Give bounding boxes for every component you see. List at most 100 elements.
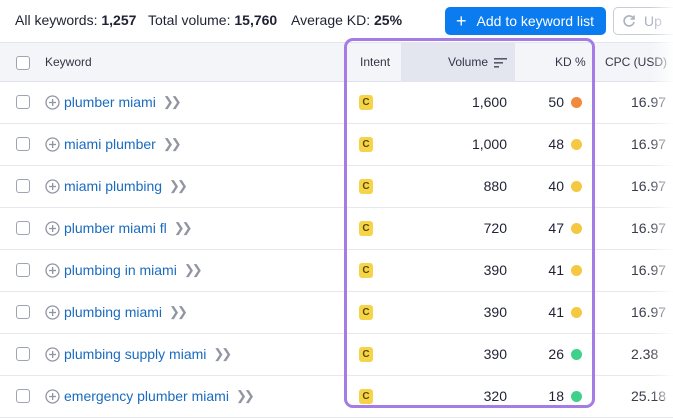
keyword-link[interactable]: plumbing supply miami [64, 346, 207, 362]
volume-value: 880 [483, 178, 507, 194]
table-row: plumber miami ❯❯ C 1,600 50 16.97 [0, 82, 673, 124]
kd-difficulty-dot [571, 307, 582, 318]
intent-badge: C [359, 389, 373, 404]
cpc-value: 16.97 [631, 262, 667, 278]
average-kd-value: 25% [374, 12, 403, 28]
add-keyword-icon[interactable] [45, 262, 60, 278]
row-checkbox[interactable] [16, 95, 30, 109]
intent-badge: C [359, 221, 373, 236]
keyword-link[interactable]: emergency plumber miami [64, 388, 229, 404]
keyword-cell: miami plumber ❯❯ [45, 136, 182, 152]
keyword-cell: emergency plumber miami ❯❯ [45, 388, 255, 404]
open-serp-icon[interactable]: ❯❯ [162, 136, 182, 151]
column-header-cpc[interactable]: CPC (USD) [605, 55, 667, 69]
cpc-value: 16.97 [631, 136, 667, 152]
select-all-checkbox[interactable] [16, 56, 30, 70]
add-keyword-icon[interactable] [45, 136, 60, 152]
keyword-link[interactable]: plumbing in miami [64, 262, 177, 278]
add-to-keyword-list-button[interactable]: + Add to keyword list [445, 7, 606, 35]
volume-value: 1,600 [471, 94, 507, 110]
row-checkbox[interactable] [16, 179, 30, 193]
open-serp-icon[interactable]: ❯❯ [213, 346, 232, 361]
kd-difficulty-dot [571, 265, 582, 276]
column-header-keyword[interactable]: Keyword [45, 55, 92, 69]
keyword-link[interactable]: miami plumbing [64, 178, 163, 194]
add-keyword-icon[interactable] [45, 346, 60, 362]
summary-bar: All keywords: 1,257 Total volume: 15,760… [0, 0, 673, 42]
add-keyword-icon[interactable] [45, 388, 60, 404]
table-row: plumbing in miami ❯❯ C 390 41 16.97 [0, 250, 673, 292]
plus-icon: + [456, 11, 467, 31]
open-serp-icon[interactable]: ❯❯ [235, 388, 255, 403]
table-header: Keyword Intent Volume KD % CPC (USD) [0, 42, 673, 82]
intent-badge: C [359, 137, 373, 152]
column-header-volume[interactable]: Volume [448, 55, 508, 69]
cpc-value: 16.97 [631, 94, 667, 110]
add-keyword-icon[interactable] [45, 94, 60, 110]
keyword-link[interactable]: plumbing miami [64, 304, 163, 320]
keyword-cell: plumbing supply miami ❯❯ [45, 346, 232, 362]
volume-value: 720 [483, 220, 507, 236]
keyword-cell: plumbing in miami ❯❯ [45, 262, 203, 278]
row-checkbox[interactable] [16, 137, 30, 151]
cpc-value: 2.38 [631, 346, 659, 362]
kd-value: 47 [548, 220, 564, 236]
cpc-value: 25.18 [631, 388, 667, 404]
keyword-cell: plumber miami ❯❯ [45, 94, 182, 110]
intent-badge: C [359, 347, 373, 362]
open-serp-icon[interactable]: ❯❯ [162, 94, 182, 109]
kd-difficulty-dot [571, 97, 582, 108]
refresh-icon [623, 15, 635, 27]
kd-value: 41 [548, 304, 564, 320]
open-serp-icon[interactable]: ❯❯ [169, 304, 188, 319]
sort-descending-icon [494, 57, 508, 68]
table-row: plumber miami fl ❯❯ C 720 47 16.97 [0, 208, 673, 250]
column-header-kd[interactable]: KD % [555, 55, 586, 69]
table-row: miami plumbing ❯❯ C 880 40 16.97 [0, 166, 673, 208]
kd-difficulty-dot [571, 181, 582, 192]
row-checkbox[interactable] [16, 389, 30, 403]
table-row: emergency plumber miami ❯❯ C 320 18 25.1… [0, 376, 673, 418]
kd-difficulty-dot [571, 139, 582, 150]
keyword-cell: miami plumbing ❯❯ [45, 178, 188, 194]
update-label: Up [644, 13, 662, 29]
row-checkbox[interactable] [16, 221, 30, 235]
update-button[interactable]: Up [613, 7, 673, 35]
volume-value: 390 [483, 262, 507, 278]
intent-badge: C [359, 179, 373, 194]
add-keyword-icon[interactable] [45, 178, 60, 194]
add-keyword-icon[interactable] [45, 220, 60, 236]
average-kd-label: Average KD: [291, 12, 371, 28]
volume-value: 390 [483, 346, 507, 362]
kd-difficulty-dot [571, 223, 582, 234]
kd-value: 41 [548, 262, 564, 278]
open-serp-icon[interactable]: ❯❯ [183, 262, 203, 277]
open-serp-icon[interactable]: ❯❯ [173, 220, 193, 235]
row-checkbox[interactable] [16, 305, 30, 319]
open-serp-icon[interactable]: ❯❯ [169, 178, 188, 193]
kd-value: 40 [548, 178, 564, 194]
cpc-value: 16.97 [631, 220, 667, 236]
row-checkbox[interactable] [16, 347, 30, 361]
column-header-intent[interactable]: Intent [360, 55, 391, 69]
table-row: plumbing miami ❯❯ C 390 41 16.97 [0, 292, 673, 334]
add-keyword-icon[interactable] [45, 304, 60, 320]
intent-badge: C [359, 305, 373, 320]
table-row: miami plumber ❯❯ C 1,000 48 16.97 [0, 124, 673, 166]
kd-value: 26 [548, 346, 564, 362]
kd-difficulty-dot [571, 391, 582, 402]
all-keywords-stat: All keywords: 1,257 [15, 12, 136, 28]
total-volume-value: 15,760 [234, 12, 278, 28]
all-keywords-label: All keywords: [15, 12, 98, 28]
keyword-cell: plumber miami fl ❯❯ [45, 220, 193, 236]
keyword-link[interactable]: miami plumber [64, 136, 156, 152]
row-checkbox[interactable] [16, 263, 30, 277]
cpc-value: 16.97 [631, 304, 667, 320]
cpc-value: 16.97 [631, 178, 667, 194]
intent-badge: C [359, 263, 373, 278]
kd-difficulty-dot [571, 349, 582, 360]
keyword-link[interactable]: plumber miami fl [64, 220, 167, 236]
average-kd-stat: Average KD: 25% [291, 12, 402, 28]
keyword-link[interactable]: plumber miami [64, 94, 156, 110]
kd-value: 18 [548, 388, 564, 404]
